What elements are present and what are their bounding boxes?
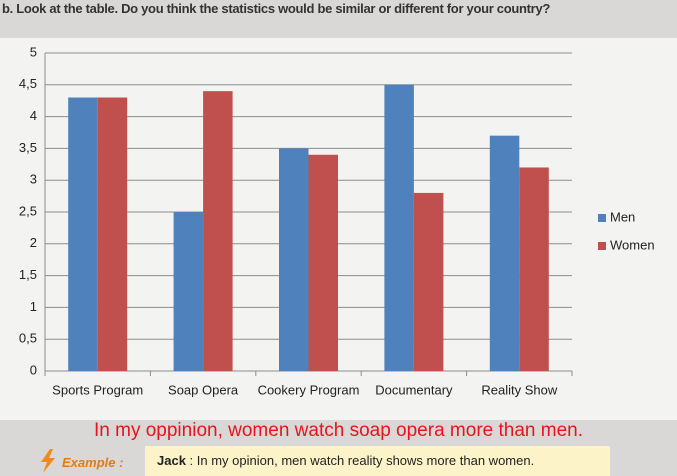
- y-tick-label: 2,5: [19, 203, 37, 218]
- bar: [519, 167, 549, 371]
- bar: [384, 84, 414, 372]
- y-tick-label: 1,5: [19, 267, 37, 282]
- y-tick-label: 0: [30, 362, 37, 377]
- lightning-icon: [41, 449, 55, 473]
- example-text: : In my opinion, men watch reality shows…: [189, 453, 535, 468]
- example-box: Jack : In my opinion, men watch reality …: [145, 446, 610, 476]
- bar: [279, 148, 309, 371]
- bar: [97, 97, 128, 371]
- bar: [173, 212, 204, 371]
- x-tick-label: Cookery Program: [258, 382, 360, 397]
- x-tick-label: Documentary: [375, 382, 453, 397]
- y-tick-label: 5: [30, 44, 37, 59]
- bar: [489, 135, 520, 371]
- chart: 0 0,5 1 1,5 2 2,5 3 3,5 4 4,5 5 Sports Program Soap …: [0, 38, 677, 420]
- example-label: Example :: [62, 455, 124, 470]
- bar: [203, 91, 233, 371]
- y-tick-label: 3: [30, 172, 37, 187]
- legend-swatch: [598, 242, 606, 250]
- y-tick-label: 4: [30, 108, 37, 123]
- instruction: b. Look at the table. Do you think the s…: [2, 1, 551, 16]
- legend-swatch: [598, 214, 606, 222]
- legend-label: Men: [610, 209, 635, 224]
- bar: [68, 97, 98, 371]
- x-tick-label: Soap Opera: [168, 382, 239, 397]
- x-tick-label: Sports Program: [52, 382, 143, 397]
- y-tick-label: 3,5: [19, 140, 37, 155]
- legend-label: Women: [610, 237, 655, 252]
- y-tick-label: 2: [30, 235, 37, 250]
- annotation: In my oppinion, women watch soap opera m…: [94, 420, 583, 441]
- bar: [413, 192, 444, 371]
- y-tick-label: 4,5: [19, 76, 37, 91]
- speaker: Jack: [157, 453, 186, 468]
- y-tick-label: 1: [30, 299, 37, 314]
- bar: [308, 154, 338, 371]
- y-tick-label: 0,5: [19, 331, 37, 346]
- x-tick-label: Reality Show: [481, 382, 557, 397]
